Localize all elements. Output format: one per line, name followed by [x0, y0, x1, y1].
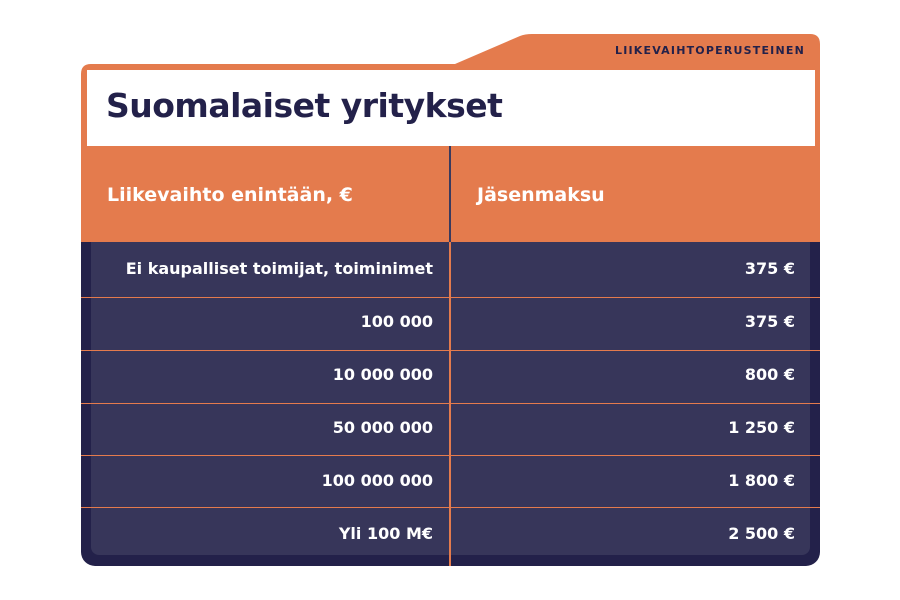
header-divider	[449, 146, 451, 242]
fee-cell: 375 €	[744, 259, 795, 278]
column-divider	[449, 242, 451, 566]
row-divider	[81, 350, 820, 351]
fee-cell: 1 800 €	[728, 471, 795, 490]
page-title: Suomalaiset yritykset	[106, 86, 503, 125]
turnover-cell: Yli 100 M€	[338, 524, 433, 543]
turnover-cell: 10 000 000	[332, 365, 433, 384]
turnover-cell: 100 000 000	[321, 471, 433, 490]
fee-cell: 1 250 €	[728, 418, 795, 437]
subtitle: LIIKEVAIHTOPERUSTEINEN	[614, 44, 805, 57]
row-divider	[81, 297, 820, 298]
column-header-fee: Jäsenmaksu	[477, 184, 605, 206]
column-header-turnover: Liikevaihto enintään, €	[107, 184, 353, 206]
fee-cell: 2 500 €	[728, 524, 795, 543]
turnover-cell: 50 000 000	[332, 418, 433, 437]
turnover-cell: 100 000	[360, 312, 433, 331]
title-box	[87, 70, 815, 146]
fee-cell: 375 €	[744, 312, 795, 331]
fee-cell: 800 €	[744, 365, 795, 384]
row-divider	[81, 507, 820, 508]
row-divider	[81, 403, 820, 404]
row-divider	[81, 455, 820, 456]
turnover-cell: Ei kaupalliset toimijat, toiminimet	[125, 259, 433, 278]
